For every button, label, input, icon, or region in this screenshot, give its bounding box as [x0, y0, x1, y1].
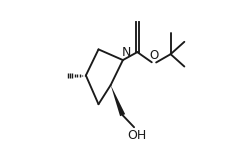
- Polygon shape: [111, 85, 125, 116]
- Text: OH: OH: [127, 129, 147, 142]
- Text: O: O: [149, 49, 158, 62]
- Text: N: N: [122, 46, 131, 59]
